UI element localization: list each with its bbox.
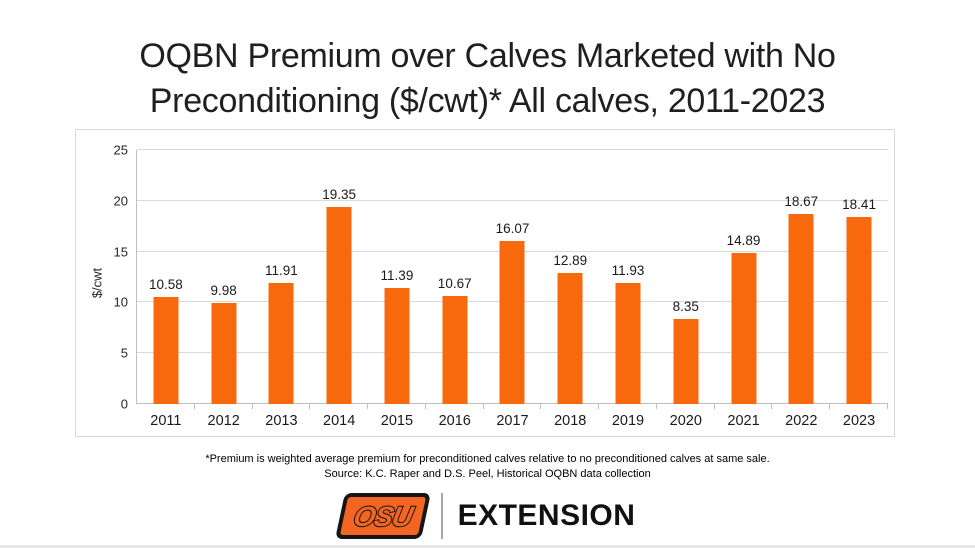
gridline xyxy=(137,149,888,150)
x-tick-label-2014: 2014 xyxy=(323,413,356,429)
x-tick-label-2023: 2023 xyxy=(842,413,876,429)
value-label-2016: 10.67 xyxy=(437,275,472,291)
footnote-line-1: *Premium is weighted average premium for… xyxy=(205,453,770,465)
x-tick-label-2019: 2019 xyxy=(611,413,645,429)
value-label-2018: 12.89 xyxy=(553,253,588,269)
chart-title-line-1: OQBN Premium over Calves Marketed with N… xyxy=(139,37,836,75)
bar-slot-2013: 11.91 2013 xyxy=(253,150,311,429)
footnote: *Premium is weighted average premium for… xyxy=(0,452,975,482)
value-label-2015: 11.39 xyxy=(380,268,414,284)
value-label-2013: 11.91 xyxy=(265,263,298,278)
chart-card: $/cwt 10.58 2011 9.98 2012 11.91 2013 19.35 201… xyxy=(75,129,895,437)
bar-slot-2017: 16.07 2017 xyxy=(484,150,542,429)
x-tick-label-2016: 2016 xyxy=(438,413,471,429)
value-label-2020: 8.35 xyxy=(672,299,699,315)
value-label-2022: 18.67 xyxy=(784,194,819,210)
bar-slot-2014: 19.35 2014 xyxy=(310,150,368,429)
x-tick-label-2020: 2020 xyxy=(669,413,702,429)
footnote-line-2: Source: K.C. Raper and D.S. Peel, Histor… xyxy=(324,468,651,480)
value-label-2021: 14.89 xyxy=(726,232,761,248)
osu-extension-logo: OSU EXTENSION xyxy=(0,493,975,539)
chart-title-line-2: Preconditioning ($/cwt)* All calves, 201… xyxy=(149,82,826,120)
bar-2021 xyxy=(731,252,757,404)
x-tick-label-2011: 2011 xyxy=(150,413,182,429)
chart-title: OQBN Premium over Calves Marketed with N… xyxy=(0,34,975,124)
y-axis-title: $/cwt xyxy=(89,267,105,299)
bar-slot-2023: 18.41 2023 xyxy=(830,150,888,429)
svg-text:OSU: OSU xyxy=(350,500,417,532)
bar-slot-2018: 12.89 2018 xyxy=(541,150,599,429)
bar-slot-2022: 18.67 2022 xyxy=(772,150,830,429)
plot-area: 10.58 2011 9.98 2012 11.91 2013 19.35 2014 11.39… xyxy=(114,143,888,429)
osu-logo-icon: OSU xyxy=(334,493,431,539)
value-label-2014: 19.35 xyxy=(322,187,357,203)
extension-wordmark: EXTENSION xyxy=(457,499,636,532)
y-tick-label: 15 xyxy=(113,244,128,260)
bars-row: 10.58 2011 9.98 2012 11.91 2013 19.35 2014 11.39… xyxy=(137,150,888,429)
bar-2011 xyxy=(153,296,179,404)
bar-2013 xyxy=(268,283,294,404)
logo-divider xyxy=(440,493,443,539)
y-tick-label: 20 xyxy=(113,193,128,209)
y-tick-label: 10 xyxy=(113,294,128,310)
x-tick-label-2012: 2012 xyxy=(207,413,240,429)
y-tick-label: 25 xyxy=(113,142,128,158)
bar-slot-2011: 10.58 2011 xyxy=(137,150,195,429)
x-tick-label-2018: 2018 xyxy=(554,413,587,429)
bar-slot-2019: 11.93 2019 xyxy=(599,150,657,429)
y-tick-label: 0 xyxy=(120,396,128,412)
bar-2023 xyxy=(846,216,872,404)
bar-2020 xyxy=(673,319,699,404)
bar-2018 xyxy=(557,273,583,404)
x-tick-label-2017: 2017 xyxy=(496,413,529,429)
y-tick-label: 5 xyxy=(120,345,128,361)
value-label-2019: 11.93 xyxy=(611,262,645,278)
bar-slot-2012: 9.98 2012 xyxy=(195,150,253,429)
value-label-2012: 9.98 xyxy=(210,282,237,298)
x-tick-label-2021: 2021 xyxy=(727,413,760,429)
value-label-2017: 16.07 xyxy=(495,220,530,236)
bar-2016 xyxy=(442,295,468,404)
x-tick-label-2015: 2015 xyxy=(380,413,414,429)
value-label-2023: 18.41 xyxy=(842,196,876,212)
bar-2015 xyxy=(384,288,410,404)
bar-slot-2016: 10.67 2016 xyxy=(426,150,484,429)
gridline xyxy=(137,199,888,201)
bar-2019 xyxy=(615,282,641,404)
bar-2012 xyxy=(211,302,237,404)
value-label-2011: 10.58 xyxy=(148,276,183,292)
bar-2014 xyxy=(326,207,352,404)
bar-2017 xyxy=(499,240,525,404)
x-tick-label-2022: 2022 xyxy=(785,413,818,429)
x-tick-label-2013: 2013 xyxy=(265,413,298,429)
bar-slot-2015: 11.39 2015 xyxy=(368,150,426,429)
bar-slot-2020: 8.35 2020 xyxy=(657,150,715,429)
slide-bottom-edge xyxy=(0,545,975,548)
bar-2022 xyxy=(788,214,814,404)
osu-logo-letters: OSU xyxy=(349,499,418,533)
bar-slot-2021: 14.89 2021 xyxy=(715,150,773,429)
